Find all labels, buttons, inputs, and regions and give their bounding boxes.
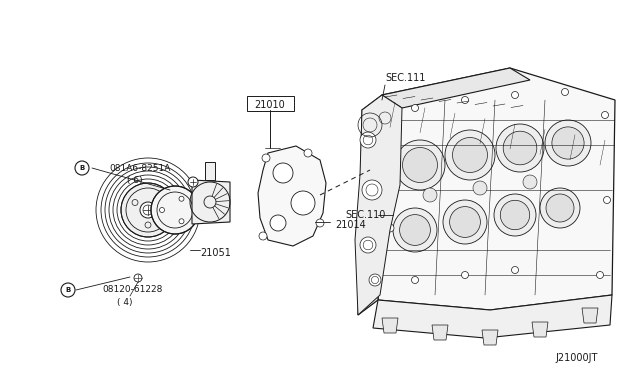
Polygon shape [358,95,382,315]
Circle shape [545,120,591,166]
Circle shape [369,274,381,286]
Circle shape [423,188,437,202]
Text: 21010: 21010 [255,100,285,110]
Circle shape [500,200,530,230]
Circle shape [291,191,315,215]
Circle shape [443,200,487,244]
Text: 081A6-8251A: 081A6-8251A [109,164,171,173]
Polygon shape [432,325,448,340]
Polygon shape [192,180,230,224]
Circle shape [503,131,537,165]
Circle shape [604,196,611,203]
Circle shape [473,181,487,195]
Circle shape [134,274,142,282]
Text: 08120-61228: 08120-61228 [103,285,163,295]
Polygon shape [582,308,598,323]
Text: 21051: 21051 [200,248,231,258]
Circle shape [360,237,376,253]
Text: ( 4): ( 4) [117,298,132,307]
Circle shape [386,108,394,116]
Text: J21000JT: J21000JT [556,353,598,363]
Circle shape [179,196,184,201]
Circle shape [546,194,574,222]
Circle shape [386,161,394,169]
Polygon shape [205,162,215,180]
Circle shape [259,232,267,240]
Text: B: B [79,165,84,171]
Circle shape [496,124,544,172]
Circle shape [540,188,580,228]
Polygon shape [378,68,615,310]
Circle shape [386,224,394,232]
Circle shape [386,191,394,199]
Circle shape [262,154,270,162]
Polygon shape [382,318,398,333]
Circle shape [270,215,286,231]
Circle shape [461,96,468,103]
Polygon shape [482,330,498,345]
Circle shape [511,266,518,273]
Circle shape [552,127,584,159]
Circle shape [511,92,518,99]
Circle shape [304,149,312,157]
Circle shape [494,194,536,236]
Circle shape [360,132,376,148]
Text: ( 6): ( 6) [127,176,143,185]
Circle shape [188,177,198,187]
Circle shape [523,175,537,189]
Circle shape [121,183,175,237]
Circle shape [140,202,156,218]
Circle shape [403,148,438,183]
Text: B: B [65,287,70,293]
Circle shape [445,130,495,180]
Circle shape [151,186,199,234]
Polygon shape [532,322,548,337]
Text: SEC.111: SEC.111 [385,73,426,83]
Circle shape [452,138,488,173]
Circle shape [450,206,481,237]
Polygon shape [382,68,530,108]
Polygon shape [355,95,402,315]
Polygon shape [258,146,326,246]
Polygon shape [373,295,612,338]
Circle shape [602,112,609,119]
Circle shape [596,272,604,279]
Circle shape [159,208,164,212]
Circle shape [273,163,293,183]
Circle shape [561,89,568,96]
Circle shape [412,105,419,112]
Circle shape [461,272,468,279]
Text: SEC.110: SEC.110 [345,210,385,220]
Circle shape [412,276,419,283]
Circle shape [362,180,382,200]
Circle shape [179,219,184,224]
Circle shape [399,215,430,246]
Circle shape [316,219,324,227]
Text: 21014: 21014 [335,220,365,230]
Circle shape [395,140,445,190]
Circle shape [393,208,437,252]
Circle shape [386,134,394,142]
